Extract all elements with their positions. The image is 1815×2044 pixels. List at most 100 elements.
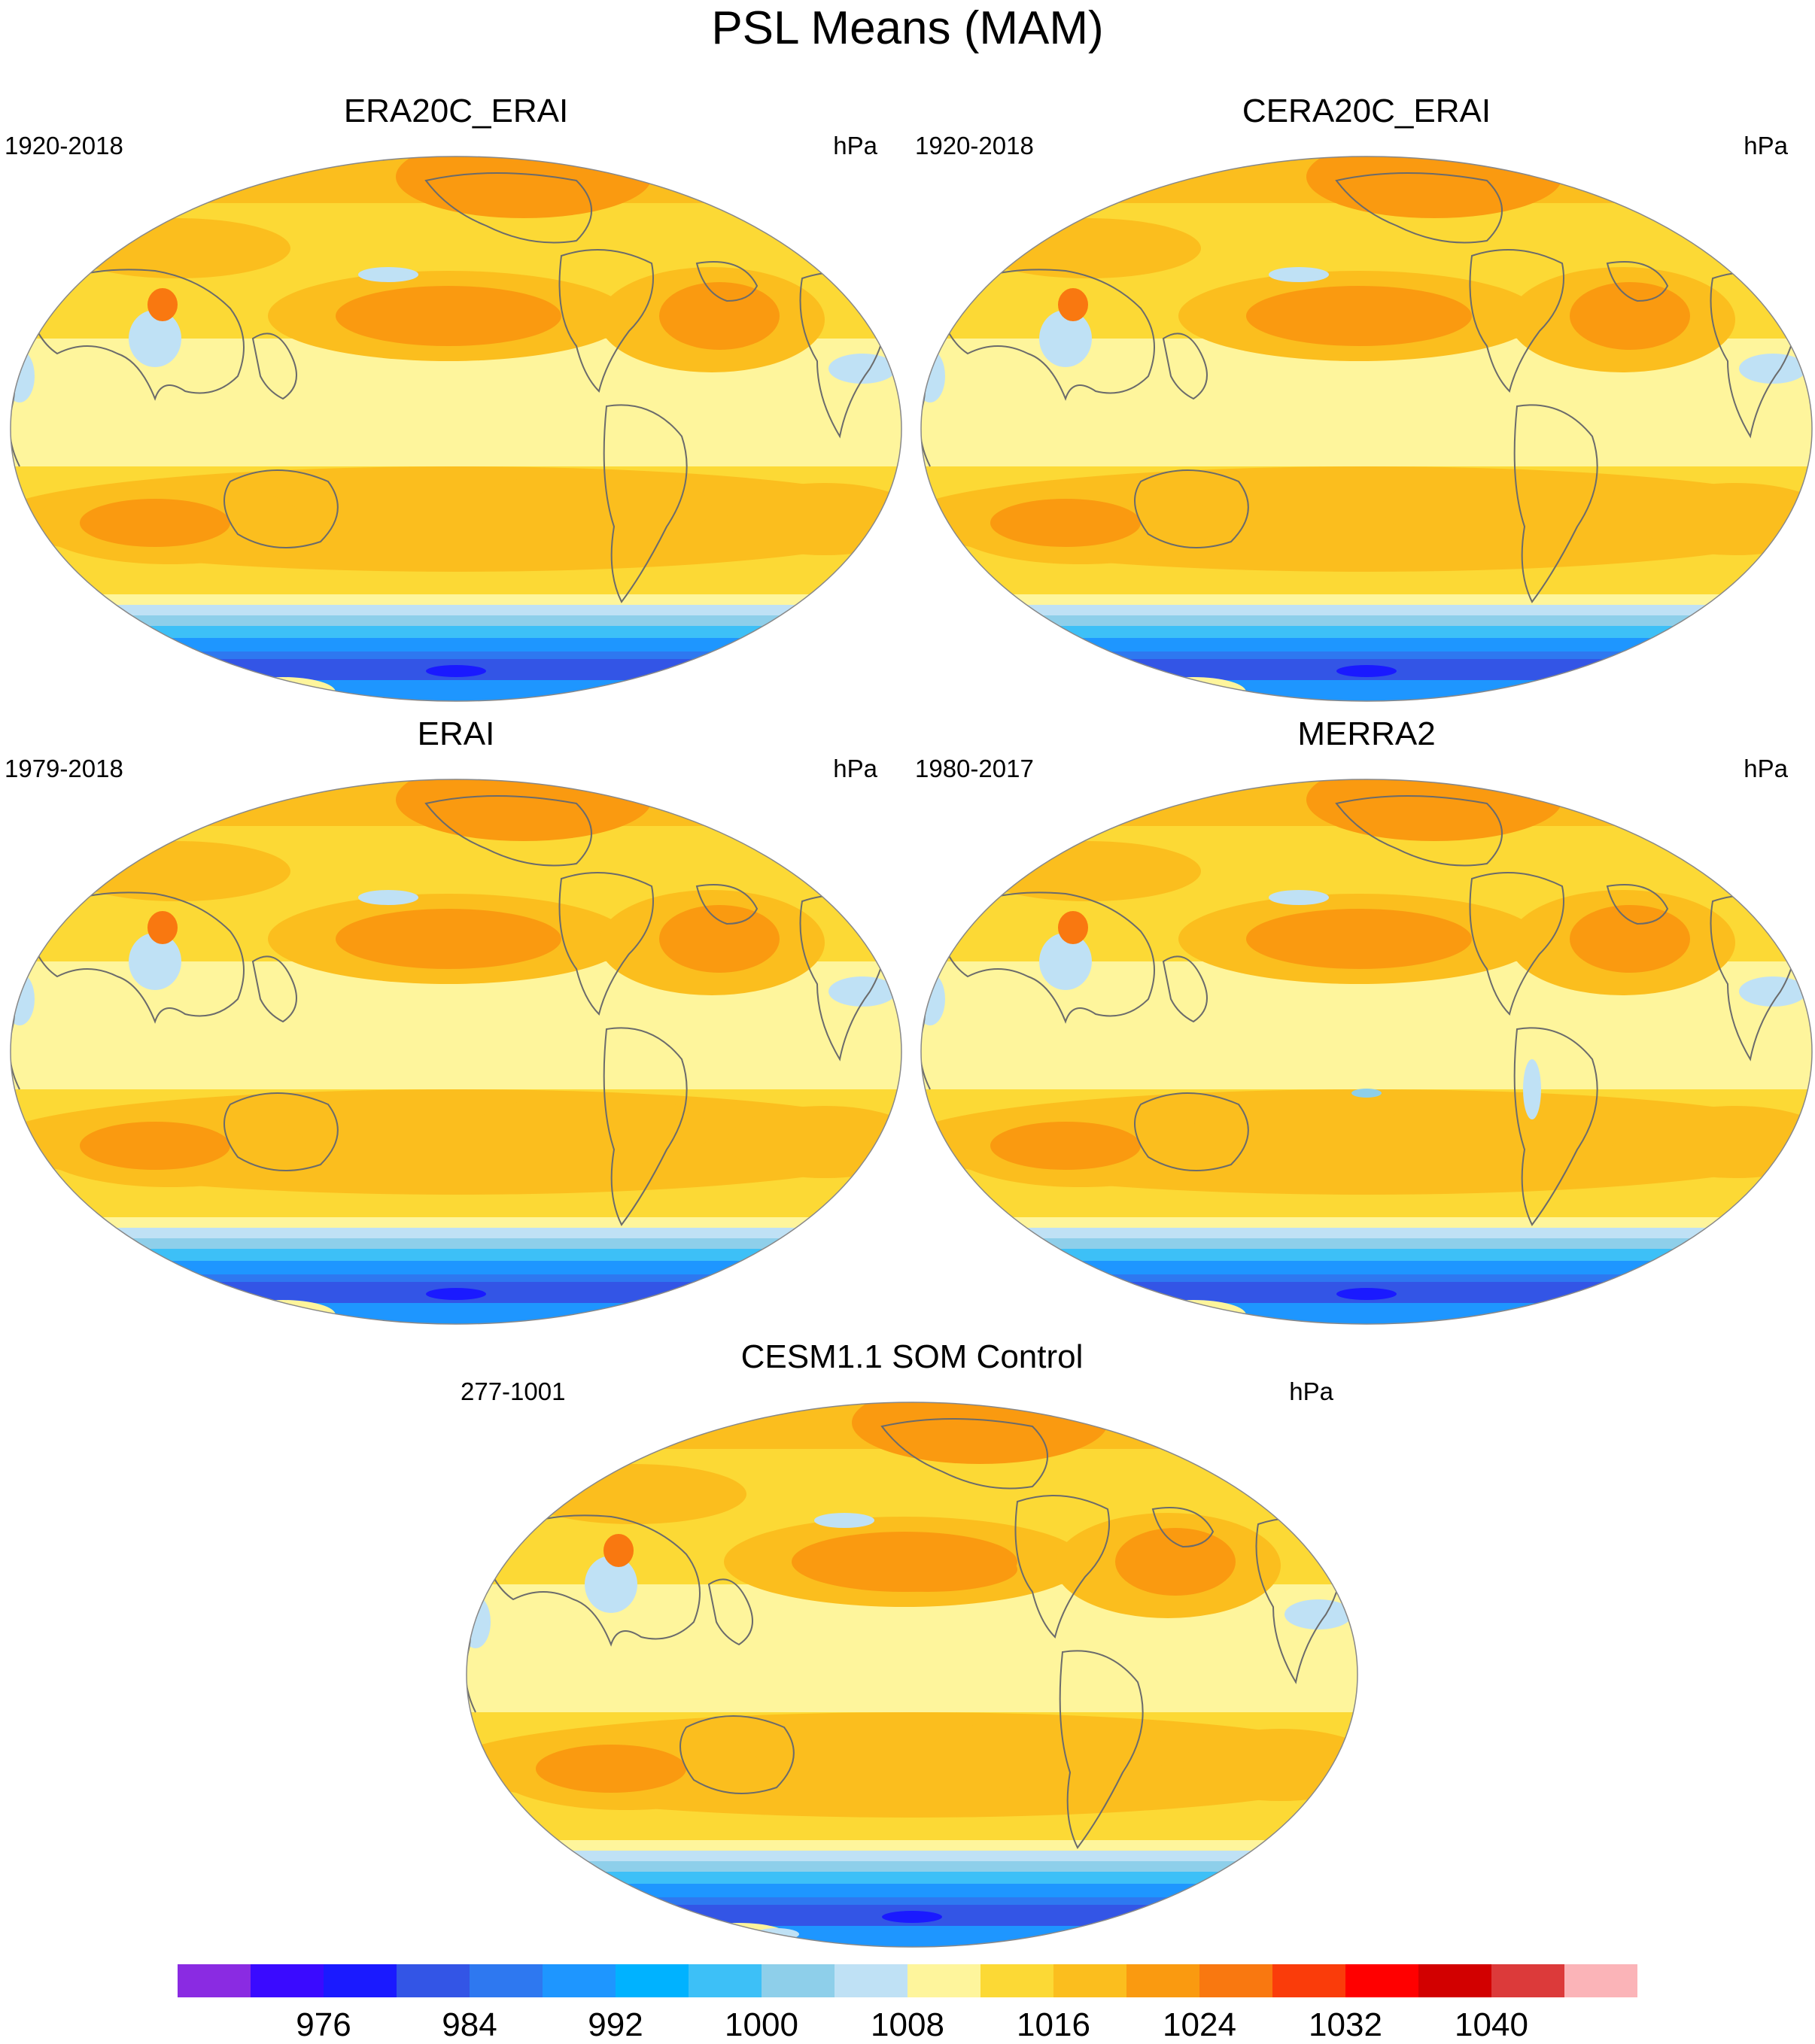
- psl-band-southern-sky: [11, 615, 901, 626]
- west-africa-low: [921, 973, 945, 1025]
- panel-period: 1979-2018: [5, 755, 123, 782]
- antarctic-plateau-sky: [1073, 1305, 1208, 1324]
- south-pacific-high-outer: [1382, 472, 1622, 544]
- north-pacific-high-extra: [837, 1547, 1017, 1592]
- psl-band-antarctic: [11, 680, 901, 701]
- colorbar-swatch: [762, 1964, 835, 1997]
- coastline: [603, 404, 688, 603]
- west-africa-low: [11, 350, 35, 402]
- map-panel-cera20c-erai: CERA20C_ERAI 1920-2018 hPa: [915, 90, 1815, 707]
- coastline: [1513, 404, 1598, 603]
- psl-band-southern-pale: [921, 594, 1812, 605]
- south-asia-low: [129, 310, 181, 367]
- coastline: [1469, 249, 1564, 393]
- colorbar-swatch: [1272, 1964, 1345, 1997]
- east-atlantic-low: [828, 354, 896, 384]
- psl-band-southern-azure: [921, 1261, 1812, 1274]
- arctic-high: [1306, 156, 1562, 218]
- south-pacific-high-outer: [927, 1718, 1168, 1790]
- psl-contour-fill: [11, 156, 901, 701]
- antarctic-plateau-high: [230, 1300, 336, 1324]
- psl-band-southern-lightblue: [467, 1851, 1357, 1861]
- psl-contour-fill: [11, 779, 901, 1324]
- west-africa-low: [921, 350, 945, 402]
- psl-band-southern-azure: [467, 1884, 1357, 1897]
- psl-contour-fill: [467, 1402, 1357, 1947]
- panel-period: 1980-2017: [915, 755, 1034, 782]
- coastline: [223, 1092, 339, 1171]
- coastline: [482, 1514, 701, 1647]
- north-atlantic-high-core: [1570, 905, 1690, 973]
- robinson-map: [920, 156, 1813, 702]
- coastline: [679, 1715, 795, 1794]
- arctic-high: [852, 1402, 1108, 1464]
- coastline: [1134, 1092, 1249, 1171]
- north-pacific-high-core: [1246, 909, 1472, 969]
- coastline: [223, 469, 339, 548]
- south-atlantic-high: [727, 483, 901, 555]
- antarctic-plateau-high: [1141, 1300, 1246, 1324]
- siberian-high: [975, 841, 1201, 901]
- east-atlantic-low: [1284, 1599, 1352, 1629]
- coastline: [880, 1418, 1048, 1490]
- psl-band-southern-pale: [11, 1217, 901, 1228]
- colorbar-swatch: [543, 1964, 616, 1997]
- globe-outline: [10, 779, 902, 1325]
- tibet-high: [1058, 911, 1088, 944]
- colorbar-label: 1008: [871, 2006, 944, 2043]
- figure-title: PSL Means (MAM): [711, 2, 1104, 54]
- panel-period: 1920-2018: [915, 132, 1034, 159]
- panel-title: MERRA2: [1297, 715, 1436, 752]
- colorbar-label: 992: [588, 2006, 643, 2043]
- coastline: [1606, 261, 1669, 302]
- north-pacific-high-core: [336, 909, 561, 969]
- map-panel-merra2: MERRA2 1980-2017 hPa: [915, 713, 1815, 1330]
- coastline: [1162, 333, 1208, 400]
- globe-outline: [920, 156, 1813, 702]
- south-indian-high-core: [990, 499, 1141, 547]
- coastline: [424, 172, 592, 244]
- psl-band-southern-cyan: [11, 626, 901, 638]
- psl-band-southern-sky: [921, 615, 1812, 626]
- south-pacific-high-outer: [471, 472, 712, 544]
- coastline: [707, 1578, 753, 1646]
- psl-band-southern-azure: [11, 1261, 901, 1274]
- coastline: [695, 884, 759, 925]
- map-panel-erai: ERAI 1979-2018 hPa: [5, 713, 908, 1330]
- north-pacific-high-core: [336, 286, 561, 346]
- south-asia-low: [585, 1556, 637, 1613]
- panel-units: hPa: [1744, 132, 1788, 159]
- antarctic-deep-low: [1336, 665, 1397, 677]
- colorbar-legend: 976 984 992 1000 1008 1016 1024 1032 1040: [178, 1964, 1637, 2044]
- colorbar-swatch: [835, 1964, 908, 1997]
- colorbar-swatch: [1491, 1964, 1564, 1997]
- psl-band-antarctic: [11, 1303, 901, 1324]
- coastline: [695, 261, 759, 302]
- coastline: [26, 891, 245, 1024]
- antarctic-deep-low: [426, 665, 486, 677]
- panel-title: ERA20C_ERAI: [343, 93, 569, 129]
- colorbar-label: 984: [442, 2006, 497, 2043]
- coastline: [1335, 795, 1503, 867]
- psl-band-southern-azure: [11, 638, 901, 651]
- psl-band-southern-lightblue: [921, 605, 1812, 615]
- north-pacific-high-core: [1246, 286, 1472, 346]
- colorbar-label: 1000: [725, 2006, 798, 2043]
- antarctic-deep-low: [1336, 1288, 1397, 1300]
- aleutian-low: [358, 267, 418, 282]
- coastline: [251, 333, 297, 400]
- west-africa-low: [467, 1596, 491, 1648]
- psl-band-southern-cyan: [921, 1249, 1812, 1261]
- arctic-high: [396, 779, 652, 841]
- north-atlantic-high-core: [1115, 1528, 1236, 1596]
- psl-band-southern-yellow: [921, 572, 1812, 594]
- colorbar-swatches: [178, 1964, 1637, 1997]
- map-panel-cesm-som-control: CESM1.1 SOM Control 277-1001 hPa: [461, 1336, 1364, 1953]
- aleutian-low: [358, 890, 418, 905]
- arctic-high: [1306, 779, 1562, 841]
- colorbar-swatch: [616, 1964, 689, 1997]
- colorbar-label: 1016: [1017, 2006, 1090, 2043]
- psl-band-southern-lightblue: [11, 1228, 901, 1238]
- south-asia-low: [1039, 933, 1092, 990]
- south-indian-high-core: [536, 1745, 686, 1793]
